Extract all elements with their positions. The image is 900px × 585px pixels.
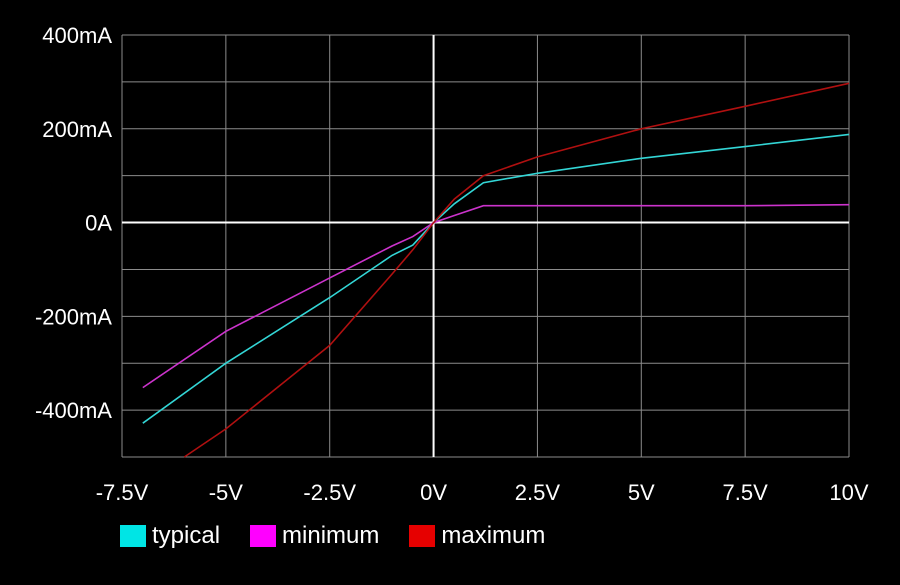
series-line-typical	[142, 133, 850, 424]
series-line-maximum	[183, 82, 850, 458]
legend-label-minimum: minimum	[282, 522, 380, 549]
series-lines	[142, 82, 850, 458]
iv-curve-chart: -7.5V -5V -2.5V 0V 2.5V 5V 7.5V 10V 400mA 200mA 0A…	[35, 23, 869, 505]
legend-swatch-typical	[120, 525, 146, 547]
legend-swatch-minimum	[250, 525, 277, 547]
x-tick-label: 0V	[420, 480, 447, 505]
x-tick-label: 7.5V	[723, 480, 769, 505]
x-tick-label: -5V	[209, 480, 244, 505]
axes	[121, 35, 849, 457]
legend-label-typical: typical	[152, 522, 221, 549]
y-tick-label: -200mA	[35, 304, 112, 329]
y-tick-label: -400mA	[35, 398, 112, 423]
y-tick-label: 200mA	[42, 117, 112, 142]
legend-item-minimum: minimum	[250, 522, 379, 550]
legend-item-typical: typical	[120, 522, 220, 550]
x-tick-label: 10V	[829, 480, 868, 505]
y-tick-label: 400mA	[42, 23, 112, 48]
legend-label-maximum: maximum	[441, 522, 546, 549]
legend-swatch-maximum	[409, 525, 436, 547]
x-tick-label: -2.5V	[303, 480, 356, 505]
x-tick-label: 2.5V	[515, 480, 561, 505]
grid	[122, 34, 850, 458]
series-line-minimum	[142, 203, 850, 389]
y-tick-label: 0A	[85, 211, 112, 236]
legend: typical minimum maximum	[120, 522, 575, 550]
x-tick-label: -7.5V	[96, 480, 149, 505]
legend-item-maximum: maximum	[409, 522, 545, 550]
tick-labels: -7.5V -5V -2.5V 0V 2.5V 5V 7.5V 10V 400mA 200mA 0A…	[35, 23, 869, 505]
x-tick-label: 5V	[628, 480, 655, 505]
